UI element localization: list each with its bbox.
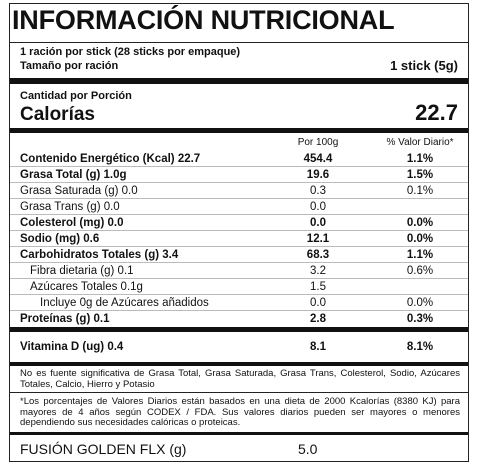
serving-line: 1 ración por stick (28 sticks por empaqu… [20, 46, 241, 58]
per-100g: 0.0 [310, 217, 326, 229]
footnote: No es fuente significativa de Grasa Tota… [20, 368, 460, 390]
nutrient-label: Colesterol (mg) 0.0 [20, 217, 124, 229]
nutrient-label: Carbohidratos Totales (g) 3.4 [20, 249, 179, 261]
column-header: Por 100g % Valor Diario* [10, 135, 468, 151]
column-label: % Valor Diario* [386, 137, 454, 148]
nutrient-label: Sodio (mg) 0.6 [20, 233, 100, 245]
per-100g: 8.1 [310, 341, 326, 353]
daily-value: 1.1% [406, 153, 434, 165]
nutrient-row: Colesterol (mg) 0.0 0.0 0.0% [10, 215, 468, 231]
nutrient-row: Grasa Saturada (g) 0.0 0.3 0.1% [10, 183, 468, 199]
footer-value: 5.0 [298, 441, 318, 457]
vitamin-row: Vitamina D (ug) 0.4 8.1 8.1% [10, 339, 468, 355]
daily-value: 1.5% [406, 169, 434, 181]
daily-value: 0.6% [406, 265, 434, 277]
column-label: Por 100g [297, 137, 339, 148]
divider [10, 42, 468, 43]
nutrient-label: Incluye 0g de Azúcares añadidos [40, 297, 209, 309]
daily-value: 0.0% [406, 217, 434, 229]
daily-value: 0.0% [406, 297, 434, 309]
divider [10, 78, 468, 84]
nutrient-row: Proteínas (g) 0.1 2.8 0.3% [10, 311, 468, 327]
nutrient-label: Proteínas (g) 0.1 [20, 313, 110, 325]
daily-value: 1.1% [406, 249, 434, 261]
daily-value: 0.3% [406, 313, 434, 325]
divider [10, 362, 468, 366]
nutrient-row: Azúcares Totales 0.1g 1.5 [10, 279, 468, 295]
nutrient-label: Contenido Energético (Kcal) 22.7 [20, 153, 201, 165]
nutrient-label: Grasa Saturada (g) 0.0 [20, 185, 138, 197]
per-100g: 0.3 [310, 185, 326, 197]
nutrient-row: Fibra dietaria (g) 0.1 3.2 0.6% [10, 263, 468, 279]
nutrient-row: Carbohidratos Totales (g) 3.4 68.3 1.1% [10, 247, 468, 263]
per-100g: 2.8 [310, 313, 326, 325]
per-100g: 19.6 [306, 169, 330, 181]
nutrient-label: Grasa Total (g) 1.0g [20, 169, 127, 181]
daily-value: 0.1% [406, 185, 434, 197]
per-100g: 1.5 [310, 281, 326, 293]
nutrient-row: Sodio (mg) 0.6 12.1 0.0% [10, 231, 468, 247]
divider [10, 327, 468, 332]
nutrient-label: Azúcares Totales 0.1g [30, 281, 143, 293]
calories-label: Calorías [20, 104, 95, 125]
divider [10, 432, 468, 435]
divider [10, 128, 468, 133]
per-100g: 12.1 [306, 233, 330, 245]
serving-size-value: 1 stick (5g) [390, 58, 458, 73]
daily-value: 0.0% [406, 233, 434, 245]
calories-caption: Cantidad por Porción [20, 90, 132, 102]
footnote: *Los porcentajes de Valores Diarios está… [20, 396, 460, 428]
nutrient-row: Incluye 0g de Azúcares añadidos 0.0 0.0% [10, 295, 468, 311]
footer-label: FUSIÓN GOLDEN FLX (g) [20, 441, 187, 457]
daily-value: 8.1% [406, 341, 434, 353]
nutrient-row: Grasa Trans (g) 0.0 0.0 [10, 199, 468, 215]
per-100g: 0.0 [310, 297, 326, 309]
nutrition-label: INFORMACIÓN NUTRICIONAL 1 ración por sti… [9, 3, 469, 462]
nutrient-row: Grasa Total (g) 1.0g 19.6 1.5% [10, 167, 468, 183]
per-100g: 454.4 [303, 153, 333, 165]
nutrient-row: Contenido Energético (Kcal) 22.7 454.4 1.1… [10, 151, 468, 167]
serving-size-label: Tamaño por ración [20, 60, 119, 72]
calories-value: 22.7 [415, 100, 458, 125]
per-100g: 3.2 [310, 265, 326, 277]
nutrient-label: Fibra dietaria (g) 0.1 [30, 265, 134, 277]
title: INFORMACIÓN NUTRICIONAL [12, 5, 395, 35]
per-100g: 68.3 [306, 249, 330, 261]
nutrient-label: Grasa Trans (g) 0.0 [20, 201, 120, 213]
per-100g: 0.0 [310, 201, 326, 213]
divider [10, 392, 468, 393]
nutrient-label: Vitamina D (ug) 0.4 [20, 341, 124, 353]
